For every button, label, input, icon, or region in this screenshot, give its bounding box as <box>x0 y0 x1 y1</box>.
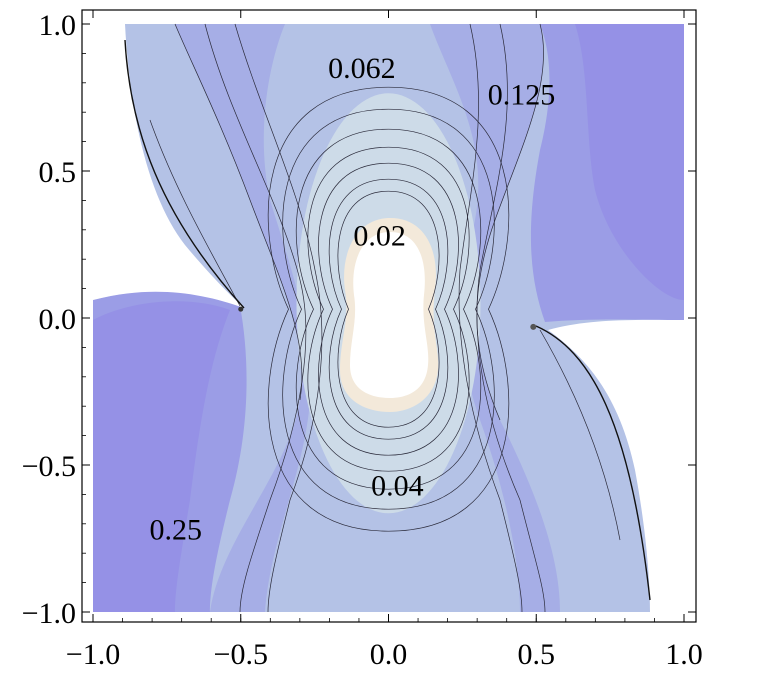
contour-lines <box>124 23 651 613</box>
contour-label: 0.062 <box>328 52 396 85</box>
contour-line-flow <box>204 23 307 613</box>
contour-line-oval <box>307 146 470 472</box>
contour-label: 0.04 <box>371 470 424 503</box>
y-tick-label: −0.5 <box>22 450 76 483</box>
contour-line-oval <box>282 108 495 510</box>
region-blank-lower-right <box>548 319 684 612</box>
contour-label: 0.25 <box>149 514 202 547</box>
contour-line-oval <box>328 178 449 440</box>
boundary-line-left <box>124 39 245 309</box>
region-blank-upper-left <box>93 24 244 308</box>
contour-line-oval <box>267 86 510 532</box>
contour-label: 0.125 <box>488 79 556 112</box>
contour-line-flow <box>149 119 241 307</box>
x-tick-label: 0.0 <box>370 638 408 671</box>
contour-line-flow <box>476 23 544 421</box>
x-tick-label: −1.0 <box>66 638 120 671</box>
contour-line-flow <box>174 23 303 401</box>
contour-line-oval <box>295 128 482 490</box>
x-tick-label: 1.0 <box>665 638 703 671</box>
contour-line-flow <box>458 23 523 613</box>
y-tick-label: 0.5 <box>39 156 77 189</box>
y-tick-label: 1.0 <box>39 9 77 42</box>
singular-point-left <box>238 306 244 312</box>
contour-labels: 0.02 0.04 0.062 0.125 0.25 <box>149 52 555 547</box>
contour-line-oval <box>318 162 459 456</box>
singular-point-right <box>530 323 537 330</box>
x-tick-label: −0.5 <box>214 638 268 671</box>
y-tick-label: 0.0 <box>39 303 77 336</box>
contour-line-flow <box>539 329 621 541</box>
contour-line-flow <box>234 23 323 613</box>
contour-line-oval <box>337 190 440 428</box>
axes: −1.0 −0.5 0.0 0.5 1.0 1.0 0.5 0.0 −0.5 −1.0 <box>22 9 703 671</box>
boundary-line-right <box>535 325 651 601</box>
region-center-hole <box>350 232 429 398</box>
x-tick-label: 0.5 <box>518 638 556 671</box>
contour-label: 0.02 <box>353 220 406 253</box>
contour-regions <box>93 24 684 612</box>
contour-line-flow <box>476 23 546 613</box>
y-tick-label: −1.0 <box>22 597 76 630</box>
region-highest-upper-right <box>575 24 684 300</box>
region-highest-lower-left <box>93 301 230 612</box>
